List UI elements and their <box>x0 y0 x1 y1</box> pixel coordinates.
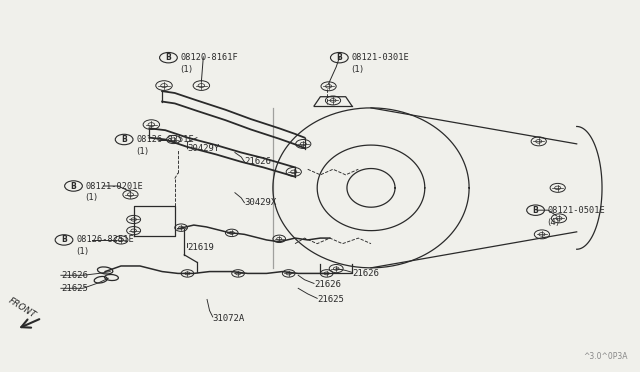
Text: B: B <box>70 182 76 190</box>
Text: 08121-0501E: 08121-0501E <box>548 206 605 215</box>
Text: 08126-8251E: 08126-8251E <box>136 135 194 144</box>
Text: 08120-8161F: 08120-8161F <box>180 53 238 62</box>
Text: FRONT: FRONT <box>6 296 37 320</box>
Text: B: B <box>337 53 342 62</box>
Text: 21626: 21626 <box>244 157 271 166</box>
Text: (1): (1) <box>76 247 88 256</box>
Text: 21619: 21619 <box>188 243 214 252</box>
Text: B: B <box>532 206 538 215</box>
Text: 21626: 21626 <box>314 280 341 289</box>
Text: B: B <box>166 53 172 62</box>
Text: B: B <box>61 235 67 244</box>
Text: 30429X: 30429X <box>244 198 276 207</box>
Text: (4): (4) <box>548 218 560 227</box>
Text: (1): (1) <box>136 147 148 156</box>
Text: (1): (1) <box>86 193 98 202</box>
Text: 21626: 21626 <box>352 269 379 278</box>
Text: 30429Y: 30429Y <box>188 144 220 153</box>
Text: B: B <box>121 135 127 144</box>
Text: 21625: 21625 <box>317 295 344 304</box>
Text: (1): (1) <box>351 65 364 74</box>
Text: 21626: 21626 <box>61 271 88 280</box>
Text: 21625: 21625 <box>61 284 88 293</box>
Text: 08126-8251E: 08126-8251E <box>76 235 134 244</box>
Text: 08121-0301E: 08121-0301E <box>351 53 409 62</box>
Text: 08121-0201E: 08121-0201E <box>86 182 143 190</box>
Text: ^3.0^0P3A: ^3.0^0P3A <box>583 352 627 361</box>
Text: (1): (1) <box>180 65 193 74</box>
Text: 31072A: 31072A <box>212 314 245 323</box>
